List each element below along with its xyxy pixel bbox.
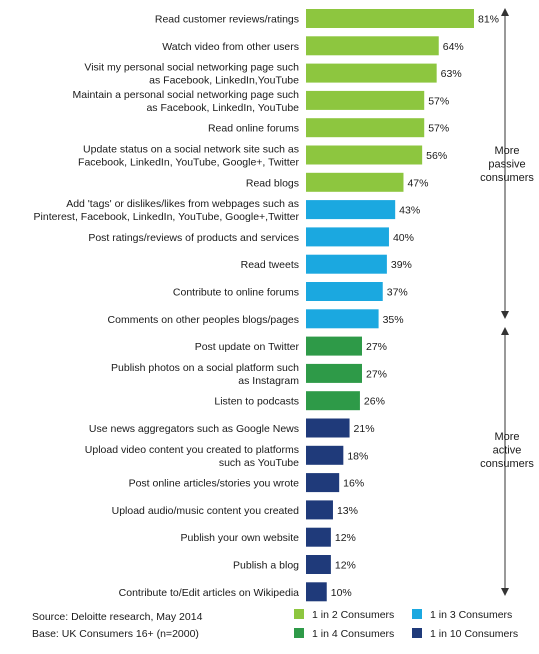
category-label-14: Publish photos on a social platform such… (111, 362, 299, 387)
category-label-8: Add 'tags' or dislikes/likes from webpag… (34, 198, 300, 223)
value-label-9: 40% (393, 232, 414, 244)
category-label-1: Read customer reviews/ratings (155, 14, 299, 26)
bar-1 (306, 9, 474, 28)
legend-swatch-1 (294, 609, 304, 619)
passive-up-arrow-icon (501, 8, 509, 16)
bar-12 (306, 309, 379, 329)
category-label-16: Use news aggregators such as Google News (89, 423, 299, 435)
value-label-19: 13% (337, 505, 358, 517)
category-label-10: Read tweets (241, 259, 299, 271)
value-label-5: 57% (428, 123, 449, 135)
category-label-21: Publish a blog (233, 560, 299, 572)
bar-7 (306, 172, 404, 192)
category-label-18: Post online articles/stories you wrote (129, 478, 300, 490)
value-label-17: 18% (347, 450, 368, 462)
passive-down-arrow-icon (501, 311, 509, 319)
legend-label-1: 1 in 2 Consumers (312, 609, 394, 621)
value-label-15: 26% (364, 396, 385, 408)
value-label-12: 35% (383, 314, 404, 326)
bar-15 (306, 391, 360, 411)
category-label-19: Upload audio/music content you created (112, 505, 300, 517)
base-note: Base: UK Consumers 16+ (n=2000) (32, 628, 199, 640)
value-label-3: 63% (441, 68, 462, 80)
bar-22 (306, 582, 327, 602)
bar-6 (306, 145, 423, 165)
bar-14 (306, 363, 362, 383)
category-label-7: Read blogs (246, 177, 299, 189)
value-label-21: 12% (335, 560, 356, 572)
category-label-22: Contribute to/Edit articles on Wikipedia (119, 587, 299, 599)
legend-swatch-4 (412, 628, 422, 638)
bar-9 (306, 227, 389, 247)
legend-swatch-3 (294, 628, 304, 638)
category-label-13: Post update on Twitter (195, 341, 300, 353)
bar-11 (306, 282, 383, 301)
bar-18 (306, 473, 340, 493)
value-label-18: 16% (343, 478, 364, 490)
value-label-11: 37% (387, 287, 408, 299)
annotation-passive: More passive consumers (480, 145, 534, 184)
bar-10 (306, 254, 387, 274)
bar-2 (306, 36, 439, 56)
bar-19 (306, 500, 333, 520)
bar-3 (306, 63, 437, 83)
bar-4 (306, 90, 425, 110)
category-label-4: Maintain a personal social networking pa… (73, 89, 300, 114)
bar-8 (306, 200, 396, 220)
bar-5 (306, 118, 425, 138)
active-down-arrow-icon (501, 588, 509, 596)
category-label-11: Contribute to online forums (173, 287, 299, 299)
category-label-2: Watch video from other users (162, 41, 299, 53)
category-label-15: Listen to podcasts (214, 396, 299, 408)
source-note: Source: Deloitte research, May 2014 (32, 611, 203, 623)
category-label-17: Upload video content you created to plat… (85, 444, 299, 469)
legend-label-4: 1 in 10 Consumers (430, 628, 518, 640)
value-label-20: 12% (335, 532, 356, 544)
value-label-22: 10% (331, 587, 352, 599)
value-label-2: 64% (443, 41, 464, 53)
value-label-14: 27% (366, 368, 387, 380)
bar-16 (306, 418, 350, 438)
value-label-16: 21% (354, 423, 375, 435)
category-label-3: Visit my personal social networking page… (84, 62, 299, 87)
bar-20 (306, 527, 331, 547)
legend-label-2: 1 in 3 Consumers (430, 609, 512, 621)
value-label-6: 56% (426, 150, 447, 162)
value-label-1: 81% (478, 14, 499, 26)
active-up-arrow-icon (501, 327, 509, 335)
value-label-7: 47% (407, 177, 428, 189)
bar-21 (306, 555, 331, 574)
value-label-10: 39% (391, 259, 412, 271)
legend-swatch-2 (412, 609, 422, 619)
value-label-4: 57% (428, 95, 449, 107)
category-label-12: Comments on other peoples blogs/pages (108, 314, 299, 326)
category-label-5: Read online forums (208, 123, 299, 135)
category-label-6: Update status on a social network site s… (78, 144, 299, 169)
bar-13 (306, 336, 362, 356)
value-label-13: 27% (366, 341, 387, 353)
bar-17 (306, 445, 344, 465)
annotation-active: More active consumers (480, 431, 534, 470)
value-label-8: 43% (399, 205, 420, 217)
legend-label-3: 1 in 4 Consumers (312, 628, 394, 640)
category-label-9: Post ratings/reviews of products and ser… (88, 232, 299, 244)
category-label-20: Publish your own website (181, 532, 300, 544)
